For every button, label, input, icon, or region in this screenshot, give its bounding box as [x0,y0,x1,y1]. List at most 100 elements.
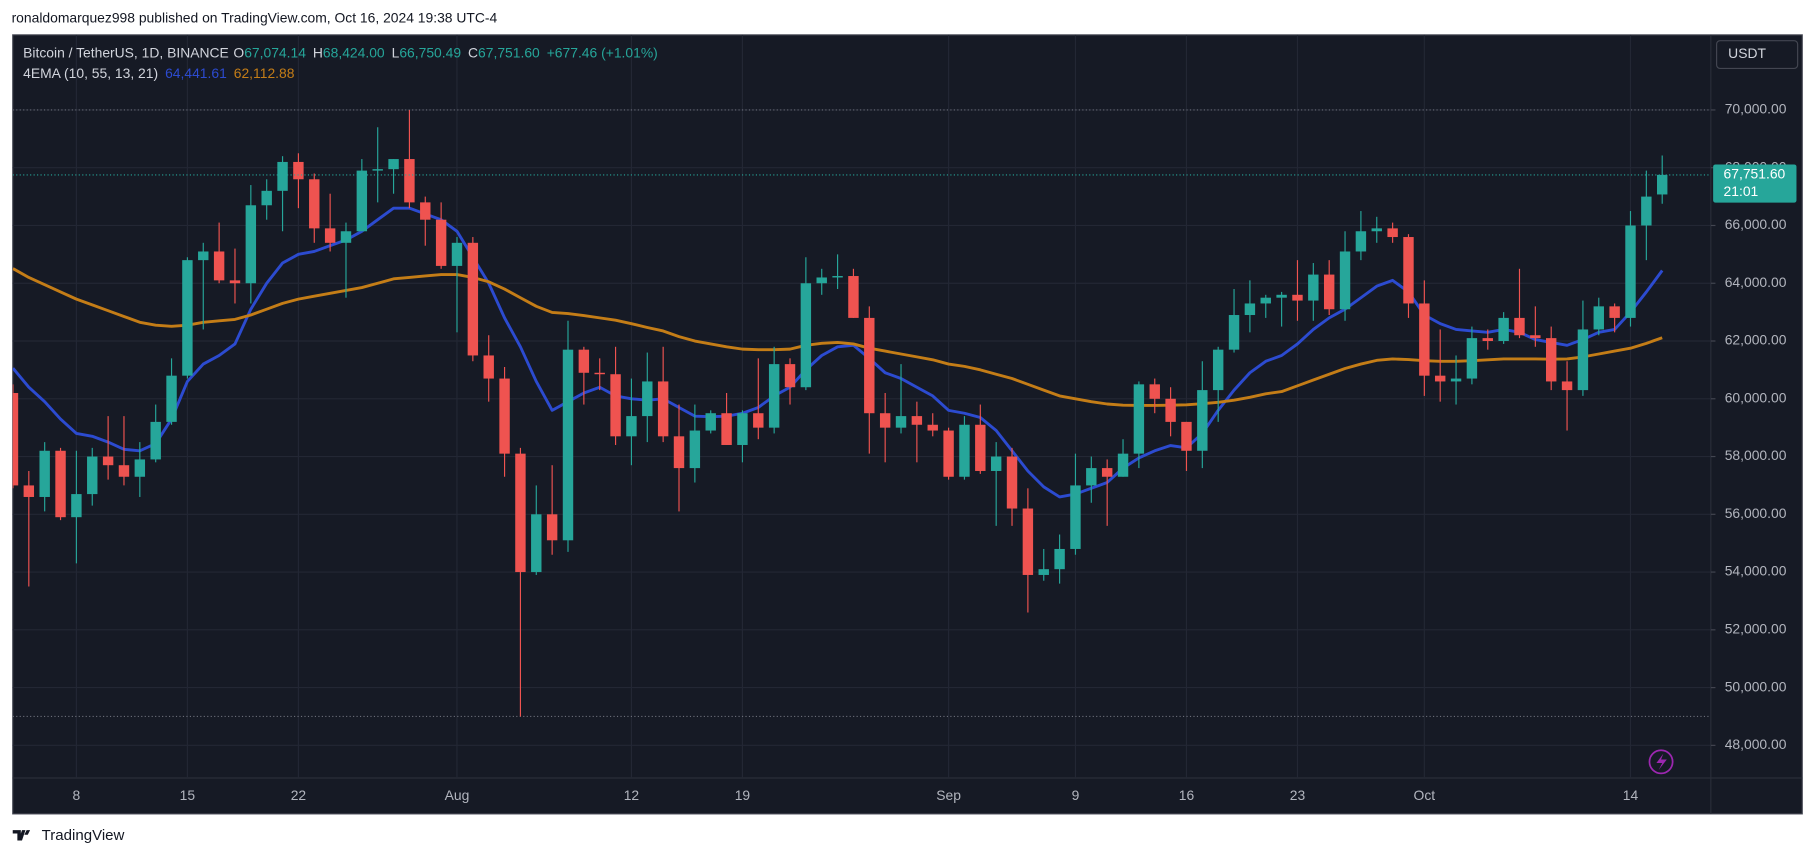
alert-icon[interactable] [1648,749,1674,775]
ohlc-value: 66,750.49 [399,44,461,60]
candle-body [657,381,669,437]
candle-body [245,205,257,284]
candle-body [435,219,447,266]
candle-body [1656,174,1668,195]
candle-body [55,450,66,518]
candle-body [515,453,526,573]
candle-body [1292,294,1303,301]
candle-body [879,413,891,428]
footer-logo: TradingView [12,827,125,844]
y-tick-label: 54,000.00 [1725,563,1787,579]
candle-body [1482,338,1493,342]
candle-body [356,170,368,232]
ema-line [12,267,1663,407]
x-tick-label: 8 [73,787,81,803]
candle-body [420,202,431,220]
candle-body [975,424,986,471]
candle-body [1323,274,1335,310]
price-tag [1713,164,1797,203]
candle-body [848,276,859,318]
ohlc-key: C [468,44,478,60]
header-text: ronaldomarquez998 published on TradingVi… [12,9,498,25]
candle-body [166,375,177,422]
candle-body [927,424,938,431]
candle-body [990,456,1002,471]
candle-body [1339,251,1351,310]
y-tick-label: 50,000.00 [1725,678,1787,694]
candle-body [911,416,923,425]
indicator-value: 64,441.61 [165,65,227,81]
candle-body [1530,335,1541,339]
candle-body [594,372,605,375]
ohlc-key: O [233,44,244,60]
candle-body [864,317,875,414]
candle-body [261,190,272,206]
candle-body [182,260,193,376]
ohlc-value: 68,424.00 [323,44,385,60]
y-tick-label: 52,000.00 [1725,621,1787,637]
candle-body [1086,468,1097,486]
x-tick-label: Sep [936,787,961,803]
candle-body [213,251,225,281]
candle-body [562,349,574,541]
candle-body [12,392,19,486]
y-tick-label: 56,000.00 [1725,505,1787,521]
currency-button[interactable] [1716,40,1799,70]
candle-body [610,374,621,437]
candle-body [1244,303,1256,316]
x-tick-label: 23 [1290,787,1306,803]
candle-body [1609,306,1620,318]
change: +677.46 (+1.01%) [547,44,658,60]
candle-body [578,349,590,373]
candle-body [324,228,336,243]
candle-body [134,459,146,477]
candle-body [1355,231,1367,252]
candle-body [1165,398,1176,422]
candle-body [1625,225,1636,318]
ohlc-value: 67,751.60 [478,44,540,60]
legend-line: Bitcoin / TetherUS, 1D, BINANCE O67,074.1… [23,44,658,60]
candle-body [150,421,161,460]
x-tick-label: Oct [1414,787,1436,803]
candle-body [71,494,82,518]
candle-body [372,169,383,171]
price-tag-countdown: 21:01 [1724,183,1759,199]
candle-body [23,485,35,497]
logo-mark [12,830,31,841]
candle-body [626,416,637,437]
candle-body [753,413,764,428]
y-tick-label: 58,000.00 [1725,447,1787,463]
ohlc-key: L [392,44,400,60]
candle-body [1545,338,1557,382]
chart-frame [12,34,1803,815]
y-tick-label: 62,000.00 [1725,332,1787,348]
currency-label[interactable]: USDT [1728,45,1766,61]
grid [12,34,1711,778]
ohlc-key: H [313,44,323,60]
price-tag-value: 67,751.60 [1724,166,1786,182]
candle-body [1371,228,1382,232]
candle-body [800,283,812,388]
candle-body [1434,375,1446,382]
x-tick-label: 22 [291,787,307,803]
candle-body [1212,349,1224,391]
candle-body [451,242,463,266]
candle-body [1149,384,1160,399]
candle-body [499,378,510,454]
candle-body [1070,485,1081,549]
candle-body [673,436,685,469]
x-tick-label: 15 [180,787,196,803]
y-tick-label: 66,000.00 [1725,216,1787,232]
candle-body [768,364,780,428]
candle-body [277,161,288,191]
plot [12,109,1711,718]
candle-body [816,277,827,284]
candle-body [1054,548,1065,570]
candle-body [689,430,701,469]
candle-body [721,413,732,445]
candle-body [118,465,130,477]
candle-body [1498,317,1509,342]
candle-body [102,456,114,466]
axes: 48,000.00 50,000.00 52,000.00 54,000.00 56,0… [73,101,1797,803]
